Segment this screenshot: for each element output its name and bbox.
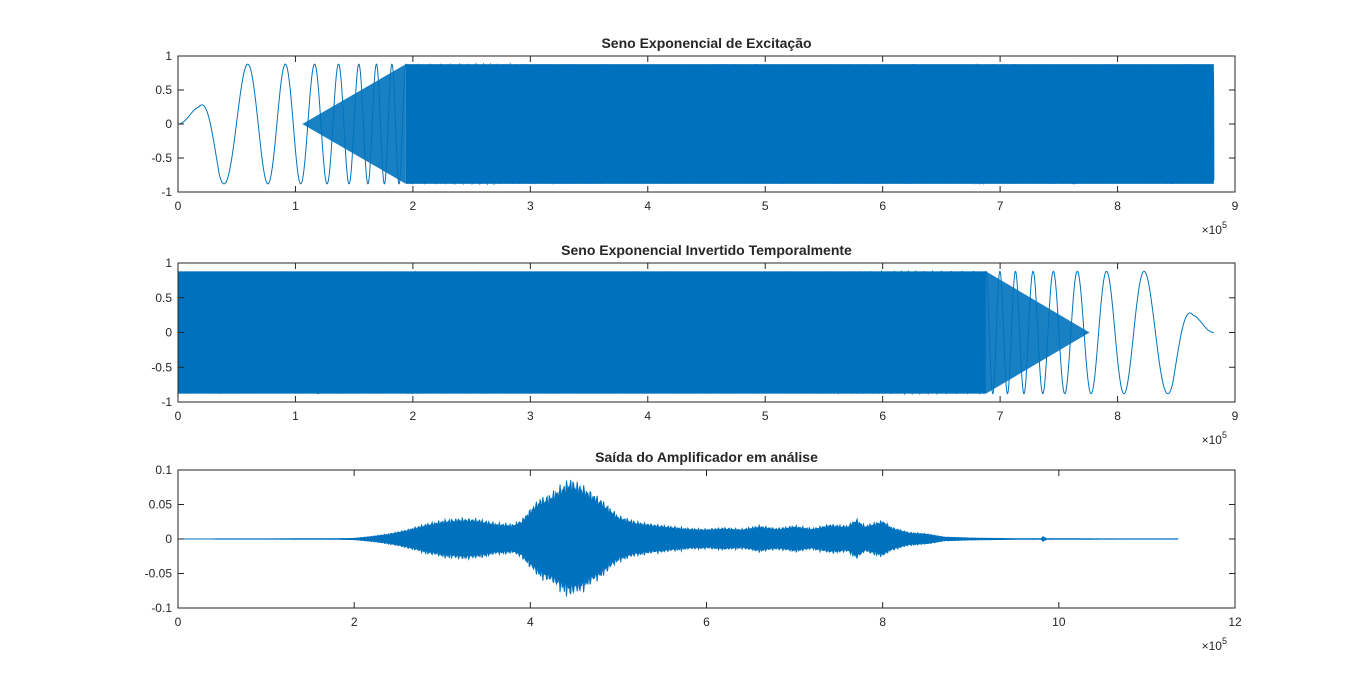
y-tick-label: -0.1 <box>151 601 172 615</box>
signal-transition <box>985 271 1090 394</box>
x-tick-label: 6 <box>703 615 710 629</box>
x-tick-label: 3 <box>527 199 534 213</box>
y-tick-label: 0 <box>165 326 172 340</box>
signal-group <box>178 479 1179 597</box>
subplot-3: 0 2 4 6 8 10 12 0.1 0.05 0 -0.05 -0.1 Saída do Ampli… <box>145 449 1242 653</box>
x-tick-label: 5 <box>762 409 769 423</box>
x-tick-label: 6 <box>879 409 886 423</box>
y-tick-label: -1 <box>161 395 172 409</box>
x-tick-label: 1 <box>292 199 299 213</box>
signal-dense-band <box>178 271 986 394</box>
y-tick-label: 1 <box>165 49 172 63</box>
signal-group <box>178 269 1214 396</box>
y-tick-label: 0 <box>165 532 172 546</box>
x-tick-label: 8 <box>1114 409 1121 423</box>
x-tick-label: 5 <box>762 199 769 213</box>
x-tick-label: 8 <box>879 615 886 629</box>
chart-title: Saída do Amplificador em análise <box>595 449 818 465</box>
x-exponent-base: ×10 <box>1202 223 1223 237</box>
x-tick-label: 9 <box>1232 199 1239 213</box>
subplot-2: 0 1 2 3 4 5 6 7 8 9 1 0.5 0 -0.5 -1 Seno Exponencial In… <box>151 242 1238 447</box>
x-tick-label: 8 <box>1114 199 1121 213</box>
subplot-1: 0 1 2 3 4 5 6 7 8 9 1 0.5 0 -0.5 -1 Seno Exponencial de… <box>151 35 1238 237</box>
x-exponent-label: ×105 <box>1202 636 1227 653</box>
x-tick-label: 2 <box>351 615 358 629</box>
x-tick-label: 2 <box>410 409 417 423</box>
y-tick-label: 0.5 <box>155 83 172 97</box>
x-tick-label: 0 <box>175 615 182 629</box>
y-tick-label: -0.5 <box>151 360 172 374</box>
y-tick-label: -0.05 <box>145 567 173 581</box>
x-exponent-power: 5 <box>1222 220 1227 230</box>
signal-transition <box>302 64 406 184</box>
x-exponent-label: ×105 <box>1202 430 1227 447</box>
y-tick-label: 0 <box>165 117 172 131</box>
x-tick-label: 9 <box>1232 409 1239 423</box>
x-tick-label: 1 <box>292 409 299 423</box>
y-tick-label: 1 <box>165 256 172 270</box>
x-exponent-base: ×10 <box>1202 639 1223 653</box>
x-tick-label: 0 <box>175 409 182 423</box>
x-tick-label: 0 <box>175 199 182 213</box>
x-tick-label: 4 <box>644 199 651 213</box>
chart-title: Seno Exponencial de Excitação <box>601 35 811 51</box>
chart-title: Seno Exponencial Invertido Temporalmente <box>561 242 852 258</box>
x-tick-label: 7 <box>997 199 1004 213</box>
signal-dense-band <box>405 64 1214 184</box>
signal-area <box>178 479 1179 597</box>
x-exponent-power: 5 <box>1222 430 1227 440</box>
y-tick-label: 0.1 <box>155 463 172 477</box>
x-exponent-base: ×10 <box>1202 433 1223 447</box>
x-tick-label: 12 <box>1228 615 1242 629</box>
x-tick-label: 4 <box>527 615 534 629</box>
x-exponent-power: 5 <box>1222 636 1227 646</box>
y-tick-label: -0.5 <box>151 151 172 165</box>
y-tick-label: 0.5 <box>155 291 172 305</box>
y-tick-label: 0.05 <box>149 498 173 512</box>
x-tick-label: 6 <box>879 199 886 213</box>
x-tick-label: 10 <box>1052 615 1066 629</box>
x-exponent-label: ×105 <box>1202 220 1227 237</box>
x-tick-label: 4 <box>644 409 651 423</box>
x-tick-label: 3 <box>527 409 534 423</box>
y-tick-label: -1 <box>161 185 172 199</box>
x-tick-label: 7 <box>997 409 1004 423</box>
x-tick-label: 2 <box>410 199 417 213</box>
signal-group <box>178 62 1215 186</box>
